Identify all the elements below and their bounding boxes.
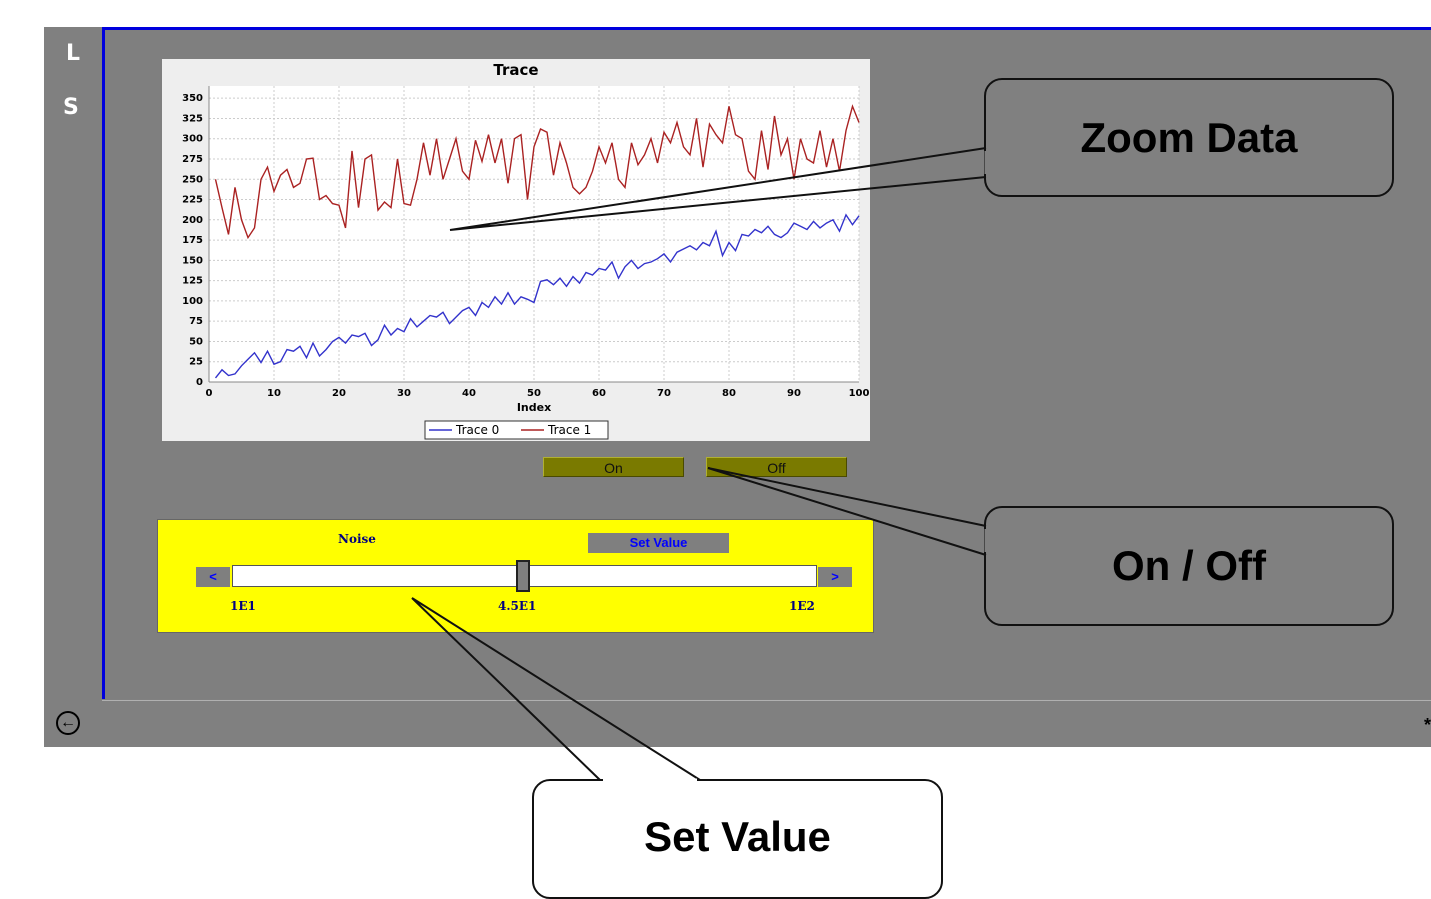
noise-label: Noise	[338, 532, 376, 546]
chart-title: Trace	[493, 61, 538, 79]
y-tick-label: 75	[189, 316, 203, 327]
side-rail-letter-l[interactable]: L	[66, 41, 81, 66]
x-tick-label: 30	[397, 388, 411, 399]
y-tick-label: 25	[189, 357, 203, 368]
y-tick-label: 275	[182, 154, 203, 165]
x-tick-label: 0	[206, 388, 213, 399]
x-tick-label: 100	[849, 388, 870, 399]
y-tick-label: 200	[182, 215, 203, 226]
x-tick-label: 40	[462, 388, 476, 399]
trace-chart[interactable]: 0 25 50 75 100 125 150 175 200 225 250 275 300 325 350…	[162, 59, 870, 441]
x-tick-label: 10	[267, 388, 281, 399]
y-tick-label: 300	[182, 134, 203, 145]
x-tick-label: 80	[722, 388, 736, 399]
callout-set-value: Set Value	[532, 779, 943, 899]
x-axis-label: Index	[517, 401, 551, 414]
y-tick-label: 325	[182, 113, 203, 124]
corner-glyph: *	[1423, 715, 1431, 735]
callout-on-off: On / Off	[984, 506, 1394, 626]
y-tick-label: 125	[182, 276, 203, 287]
y-tick-label: 100	[182, 296, 203, 307]
x-tick-label: 50	[527, 388, 541, 399]
side-rail-letter-s[interactable]: S	[63, 95, 79, 120]
y-tick-label: 150	[182, 255, 203, 266]
y-tick-label: 175	[182, 235, 203, 246]
increment-button[interactable]: >	[818, 567, 852, 587]
legend-label-trace-0: Trace 0	[455, 423, 499, 437]
x-tick-label: 20	[332, 388, 346, 399]
slider-mid-label: 4.5E1	[498, 599, 537, 613]
series-line-trace-0	[214, 213, 860, 379]
x-tick-label: 90	[787, 388, 801, 399]
x-tick-label: 70	[657, 388, 671, 399]
legend-label-trace-1: Trace 1	[547, 423, 591, 437]
noise-slider-thumb[interactable]	[516, 560, 530, 592]
y-tick-label: 50	[189, 336, 203, 347]
slider-max-label: 1E2	[789, 599, 815, 613]
trace-chart-svg: 0255075100125150175200225250275300325350…	[182, 61, 870, 440]
decrement-button[interactable]: <	[196, 567, 230, 587]
set-value-button[interactable]: Set Value	[588, 533, 729, 553]
back-arrow-icon[interactable]: ←	[56, 711, 80, 735]
y-tick-label: 250	[182, 174, 203, 185]
noise-control-panel: Noise Set Value < > 1E1 4.5E1 1E2	[157, 519, 874, 633]
x-tick-label: 60	[592, 388, 606, 399]
y-tick-label: 0	[196, 377, 203, 388]
slider-min-label: 1E1	[230, 599, 256, 613]
y-tick-label: 350	[182, 93, 203, 104]
off-button[interactable]: Off	[706, 457, 847, 477]
y-tick-label: 225	[182, 195, 203, 206]
callout-zoom-data: Zoom Data	[984, 78, 1394, 197]
chart-legend	[424, 420, 609, 440]
status-divider	[102, 700, 1431, 701]
on-button[interactable]: On	[543, 457, 684, 477]
